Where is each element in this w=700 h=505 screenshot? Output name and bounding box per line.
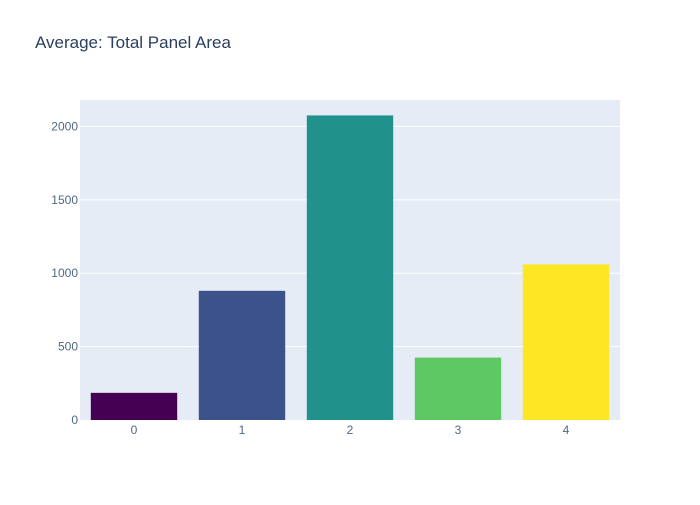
y-tick-label: 1000 bbox=[51, 266, 78, 280]
x-tick-label: 0 bbox=[131, 423, 138, 437]
x-tick-label: 2 bbox=[347, 423, 354, 437]
bars bbox=[90, 115, 610, 420]
bar-1[interactable] bbox=[198, 290, 286, 420]
x-tick-label: 1 bbox=[239, 423, 246, 437]
y-tick-label: 2000 bbox=[51, 119, 78, 133]
bar-2[interactable] bbox=[306, 115, 394, 420]
x-tick-label: 3 bbox=[455, 423, 462, 437]
x-axis-ticks: 0 1 2 3 4 bbox=[131, 423, 570, 437]
y-tick-label: 0 bbox=[71, 413, 78, 427]
x-tick-label: 4 bbox=[563, 423, 570, 437]
bar-0[interactable] bbox=[90, 392, 178, 420]
y-tick-label: 1500 bbox=[51, 193, 78, 207]
y-axis-ticks: 0 500 1000 1500 2000 bbox=[51, 119, 78, 427]
y-tick-label: 500 bbox=[58, 340, 78, 354]
bar-3[interactable] bbox=[414, 357, 502, 420]
chart-title: Average: Total Panel Area bbox=[35, 33, 231, 52]
bar-4[interactable] bbox=[522, 264, 610, 420]
